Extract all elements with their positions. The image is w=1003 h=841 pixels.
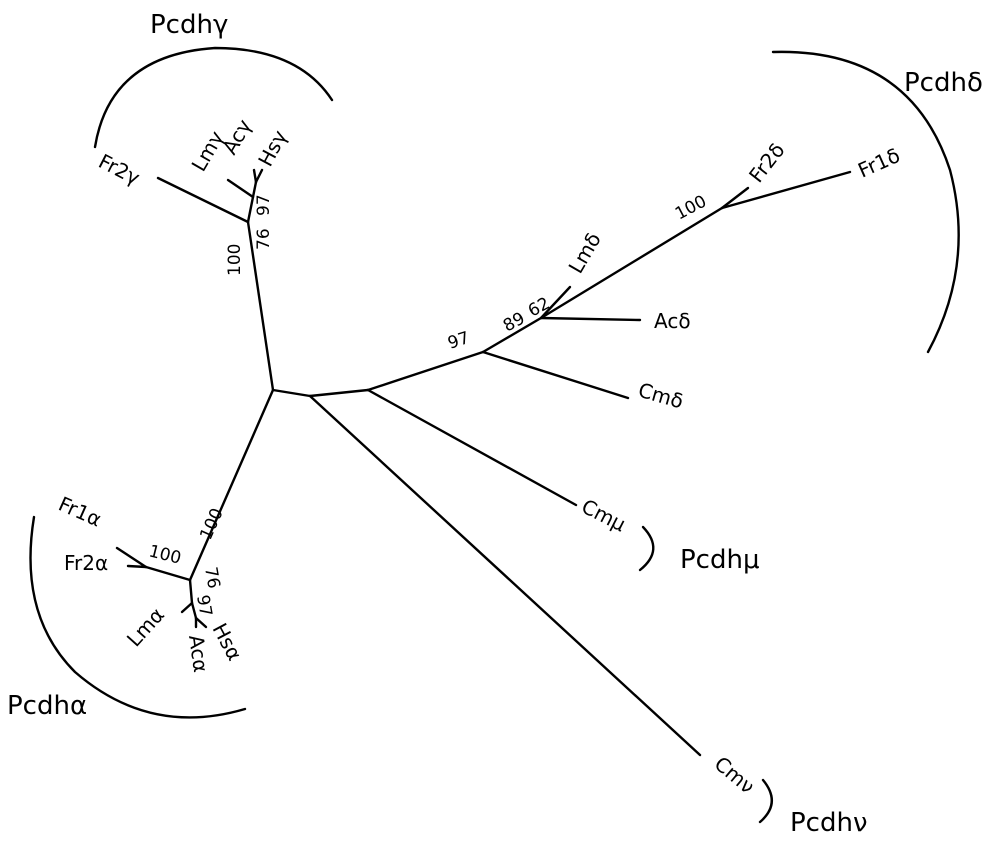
group-labels: Pcdhγ Pcdhδ Pcdhμ Pcdhν Pcdhα — [7, 10, 983, 838]
group-label-mu: Pcdhμ — [680, 545, 760, 575]
tree-branches — [115, 168, 852, 757]
group-label-nu: Pcdhν — [790, 808, 867, 838]
branch-alpha-fr — [144, 565, 192, 582]
bootstrap-alpha-100-stem: 100 — [196, 505, 227, 543]
group-label-delta: Pcdhδ — [904, 68, 983, 98]
leaf-label-fr2a: Fr2α — [64, 551, 108, 575]
branch-fr2g — [156, 176, 250, 224]
branch-cmmu — [366, 388, 578, 507]
branch-center — [271, 388, 312, 398]
bootstrap-alpha-97: 97 — [192, 593, 215, 618]
bracket-alpha — [29, 515, 247, 719]
bracket-mu — [638, 525, 655, 572]
bootstrap-delta-89: 89 — [500, 309, 528, 337]
branch-acd — [539, 316, 642, 322]
leaf-label-acg: Acγ — [218, 115, 257, 158]
leaf-label-fr2g: Fr2γ — [95, 149, 144, 190]
branch-delta-stem — [366, 350, 485, 392]
branch-gamma-inner — [246, 195, 255, 224]
leaf-label-lma: Lmα — [122, 603, 169, 652]
branch-alpha-stem — [188, 388, 275, 582]
bootstrap-values: 100 76 97 97 89 62 100 100 100 76 97 — [147, 192, 710, 619]
branch-center-2 — [308, 388, 370, 398]
group-label-gamma: Pcdhγ — [150, 10, 228, 40]
branch-fr2d — [720, 186, 750, 210]
group-brackets — [29, 46, 960, 824]
leaf-label-hsa: Hsα — [208, 619, 247, 664]
leaf-label-fr1a: Fr1α — [55, 492, 105, 532]
leaf-label-lmg: Lmγ — [187, 127, 229, 176]
bootstrap-gamma-97: 97 — [254, 194, 274, 216]
bracket-gamma — [93, 46, 334, 149]
branch-gamma-stem — [246, 220, 275, 392]
branch-alpha-inner-2 — [190, 601, 198, 620]
branch-gamma-inner-2 — [251, 180, 258, 199]
branch-fr1a — [115, 546, 148, 569]
leaf-label-cmmu: Cmμ — [578, 494, 630, 536]
bracket-nu — [758, 778, 773, 824]
branch-lmg — [226, 178, 255, 199]
bootstrap-gamma-76: 76 — [254, 228, 274, 250]
branch-lma — [180, 601, 194, 614]
branch-fr2a — [126, 564, 148, 569]
bootstrap-gamma-100: 100 — [225, 244, 245, 276]
bracket-delta — [771, 50, 960, 354]
branch-hsg — [254, 168, 264, 184]
branch-delta-fr — [539, 206, 724, 320]
branch-cmnu — [308, 394, 702, 757]
leaf-label-cmd: Cmδ — [636, 378, 687, 414]
branch-delta-inner — [481, 316, 543, 354]
branch-hsa — [194, 616, 208, 629]
bootstrap-alpha-76: 76 — [200, 565, 223, 590]
group-label-alpha: Pcdhα — [7, 691, 87, 721]
leaf-label-lmd: Lmδ — [564, 228, 606, 277]
leaf-label-acd: Acδ — [654, 309, 691, 333]
branch-fr1d — [720, 170, 852, 210]
bootstrap-alpha-100-fr: 100 — [147, 541, 183, 568]
leaf-label-cmnu: Cmν — [710, 751, 760, 798]
leaf-label-hsg: Hsγ — [253, 126, 292, 170]
branch-alpha-inner — [188, 578, 194, 605]
leaf-labels: Fr2γ Lmγ Acγ Hsγ Fr2δ Fr1δ Lmδ Acδ Cmδ C… — [55, 115, 904, 798]
leaf-label-aca: Acα — [184, 633, 213, 673]
bootstrap-delta-97: 97 — [445, 328, 472, 354]
branch-cmd — [481, 350, 630, 400]
leaf-label-fr1d: Fr1δ — [854, 143, 903, 183]
branch-lmd — [539, 285, 572, 320]
leaf-label-fr2d: Fr2δ — [744, 138, 790, 187]
